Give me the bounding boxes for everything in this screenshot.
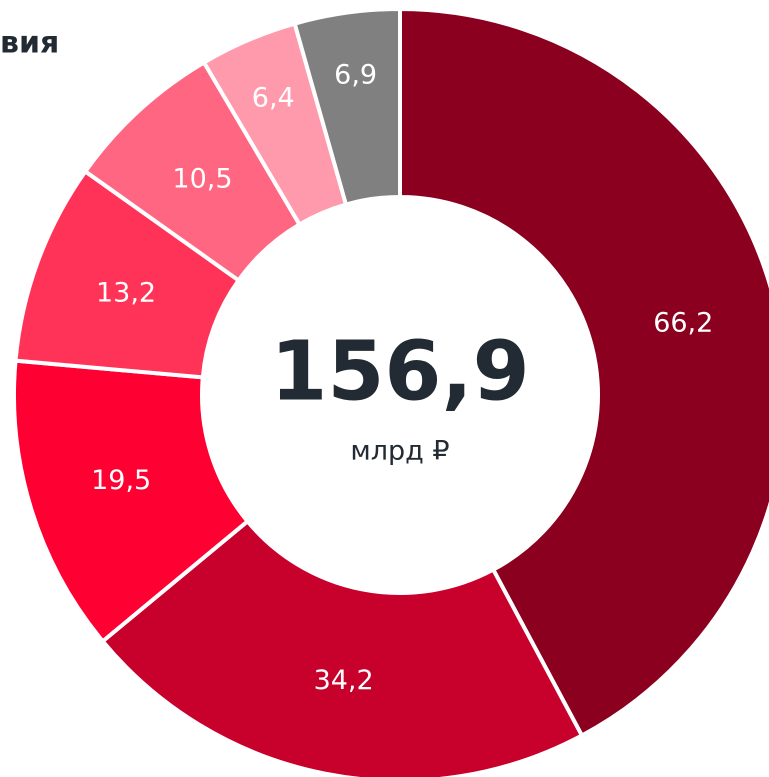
- data-label: 10,5: [172, 163, 232, 194]
- data-label: 66,2: [653, 308, 713, 339]
- center-unit: млрд ₽: [350, 436, 449, 467]
- data-label: 19,5: [91, 465, 151, 496]
- data-label: 13,2: [96, 277, 156, 308]
- data-label: 6,9: [334, 60, 377, 91]
- data-label: 6,4: [252, 82, 295, 113]
- donut-slice: [99, 518, 585, 777]
- center-value: 156,9: [270, 324, 529, 419]
- chart-title: вия: [0, 26, 59, 61]
- donut-slice: [398, 6, 769, 739]
- donut-slice: [12, 358, 251, 645]
- data-label: 34,2: [314, 665, 374, 696]
- donut-slice: [292, 6, 402, 207]
